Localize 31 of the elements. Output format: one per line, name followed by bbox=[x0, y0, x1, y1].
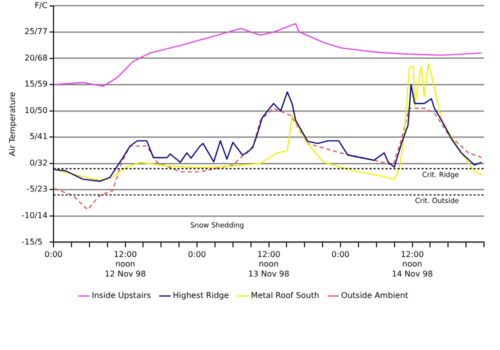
y-tick-label: 10 bbox=[24, 106, 35, 115]
y-tick-label: 5 bbox=[30, 132, 35, 142]
legend-label: Metal Roof South bbox=[250, 291, 320, 300]
y-tick-label: 20 bbox=[24, 53, 35, 62]
x-tick-label: 12:00 noon 14 Nov 98 bbox=[392, 250, 433, 278]
x-tick-label: 0:00 bbox=[44, 250, 63, 260]
legend-label: Outside Ambient bbox=[341, 291, 408, 300]
y2-tick-label: /14 bbox=[34, 211, 48, 220]
y-tick-label: 25 bbox=[24, 27, 35, 36]
y-tick-label: 0 bbox=[30, 158, 35, 168]
y2-tick-label: /59 bbox=[34, 80, 48, 89]
x-tick-label: 0:00 bbox=[332, 250, 350, 260]
y2-tick-label: /32 bbox=[34, 158, 48, 168]
y2-tick-label: /5 bbox=[34, 237, 42, 246]
y2-tick-label: /41 bbox=[34, 132, 48, 142]
line-series bbox=[54, 108, 482, 210]
y2-tick-label: /23 bbox=[34, 184, 48, 194]
legend-label: Highest Ridge bbox=[172, 291, 229, 300]
y-tick-label: 15 bbox=[24, 80, 35, 89]
x-tick-label: 0:00 bbox=[188, 250, 206, 260]
x-tick-label: 12:00 noon 13 Nov 98 bbox=[248, 250, 290, 278]
legend-label: Inside Upstairs bbox=[92, 291, 151, 300]
y2-tick-label: /68 bbox=[34, 53, 48, 62]
y-tick-label: -5 bbox=[26, 184, 35, 194]
y-tick-label: -15 bbox=[22, 237, 35, 246]
y-axis-title: Air Temperature bbox=[8, 92, 17, 156]
y2-tick-label: /77 bbox=[34, 27, 48, 36]
y-tick-label: -10 bbox=[22, 211, 35, 220]
x-tick-label: 12:00 noon 12 Nov 98 bbox=[104, 250, 146, 278]
text: F/C bbox=[34, 0, 48, 10]
y2-tick-label: /50 bbox=[34, 106, 48, 115]
